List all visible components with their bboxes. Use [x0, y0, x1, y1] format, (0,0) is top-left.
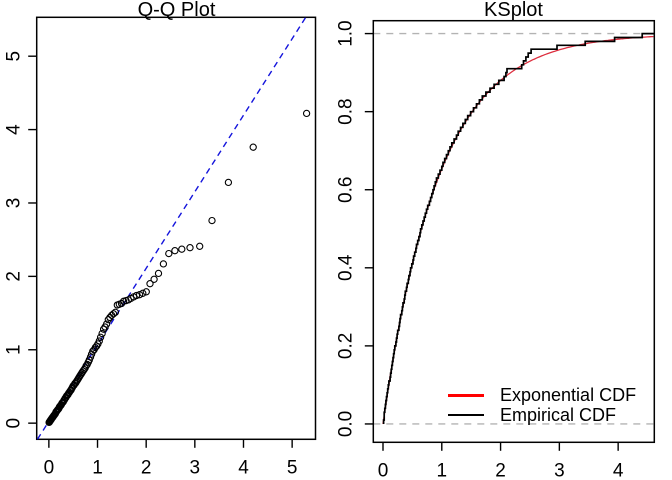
legend-label-empirical-cdf: Empirical CDF	[500, 404, 617, 425]
ks-empirical-cdf-steps	[382, 32, 655, 424]
qq-plot-axes: 0 1 2 3 4 5 0 1 2 3 4 5	[4, 16, 317, 478]
ks-exponential-cdf-curve	[382, 35, 654, 425]
qq-plot-title: Q-Q Plot	[137, 0, 216, 21]
svg-text:5: 5	[287, 457, 298, 478]
legend-item-exponential-cdf: Exponential CDF	[448, 385, 636, 405]
ks-plot-title: KSplot	[484, 0, 543, 21]
svg-text:0.4: 0.4	[336, 254, 357, 281]
svg-text:0: 0	[44, 457, 55, 478]
svg-text:1: 1	[4, 344, 25, 355]
ks-dashed-hlines	[373, 32, 655, 425]
svg-text:0.6: 0.6	[336, 177, 357, 203]
ks-plot-axes: 0 1 2 3 4 0.0 0.2 0.4 0.6 0.8 1.0	[336, 19, 656, 480]
svg-text:4: 4	[613, 460, 624, 480]
svg-text:0.8: 0.8	[336, 98, 357, 124]
svg-text:0.0: 0.0	[336, 411, 357, 437]
ks-legend: Exponential CDF Empirical CDF	[448, 385, 636, 425]
svg-text:0.2: 0.2	[336, 333, 357, 359]
svg-text:3: 3	[190, 457, 201, 478]
svg-text:2: 2	[141, 457, 152, 478]
svg-text:3: 3	[4, 198, 25, 209]
svg-text:5: 5	[4, 51, 25, 62]
svg-text:4: 4	[238, 457, 249, 478]
svg-text:0: 0	[4, 418, 25, 429]
exponential-cdf-line-swatch	[448, 393, 484, 397]
svg-text:2: 2	[4, 271, 25, 282]
empirical-cdf-line-swatch	[448, 414, 484, 416]
legend-label-exponential-cdf: Exponential CDF	[500, 384, 637, 405]
svg-text:1.0: 1.0	[336, 20, 357, 46]
legend-item-empirical-cdf: Empirical CDF	[448, 405, 636, 425]
svg-text:2: 2	[495, 460, 506, 480]
svg-text:1: 1	[92, 457, 103, 478]
qq-scatter-points	[45, 109, 311, 427]
svg-text:3: 3	[554, 460, 565, 480]
svg-text:1: 1	[436, 460, 447, 480]
svg-text:4: 4	[4, 124, 25, 135]
svg-text:0: 0	[378, 460, 389, 480]
